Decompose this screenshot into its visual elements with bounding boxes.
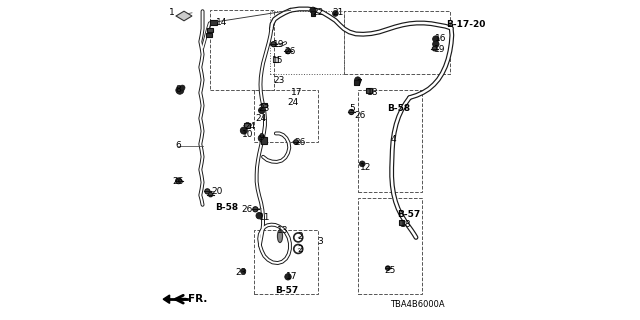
Circle shape <box>333 11 339 16</box>
Text: 12: 12 <box>360 163 372 172</box>
Text: 2: 2 <box>297 232 303 241</box>
Text: TBA4B6000A: TBA4B6000A <box>390 300 445 309</box>
Circle shape <box>271 42 276 47</box>
Text: 18: 18 <box>367 88 379 97</box>
Bar <box>210 20 218 25</box>
Text: B-58: B-58 <box>215 203 238 212</box>
Text: 24: 24 <box>255 114 267 123</box>
Text: FR.: FR. <box>188 294 207 304</box>
Text: B-17-20: B-17-20 <box>447 20 486 29</box>
Text: 23: 23 <box>259 104 270 113</box>
Circle shape <box>385 266 390 270</box>
Circle shape <box>285 49 291 54</box>
Text: 17: 17 <box>291 88 302 97</box>
Circle shape <box>433 46 437 51</box>
Text: 21: 21 <box>333 8 344 17</box>
Text: 24: 24 <box>287 98 299 107</box>
Text: 8: 8 <box>175 85 181 94</box>
Text: 26: 26 <box>285 47 296 56</box>
Circle shape <box>208 192 212 197</box>
Circle shape <box>349 109 354 115</box>
Text: 24: 24 <box>245 122 256 131</box>
Text: B-57: B-57 <box>275 286 298 295</box>
Circle shape <box>433 41 439 47</box>
Text: 22: 22 <box>312 8 324 17</box>
Bar <box>206 33 211 37</box>
Circle shape <box>180 85 185 90</box>
Text: 26: 26 <box>294 138 306 147</box>
Bar <box>273 57 278 62</box>
Text: 25: 25 <box>384 266 396 275</box>
Text: 26: 26 <box>172 177 184 186</box>
Text: 20: 20 <box>212 188 223 196</box>
Circle shape <box>433 36 439 42</box>
Text: 16: 16 <box>435 34 446 43</box>
Circle shape <box>241 127 248 134</box>
Circle shape <box>355 77 361 83</box>
Text: 26: 26 <box>242 205 253 214</box>
Text: 23: 23 <box>236 268 246 277</box>
Text: 5: 5 <box>349 104 355 113</box>
Text: B-58: B-58 <box>387 104 410 113</box>
Polygon shape <box>176 11 192 21</box>
Bar <box>244 123 250 128</box>
Text: 9: 9 <box>259 133 264 142</box>
Text: 4: 4 <box>390 135 396 144</box>
Circle shape <box>176 86 184 94</box>
Text: 14: 14 <box>216 18 227 27</box>
Text: 19: 19 <box>273 40 284 49</box>
Text: 7: 7 <box>356 79 362 88</box>
Circle shape <box>241 269 246 274</box>
Bar <box>262 137 267 144</box>
Circle shape <box>294 140 298 145</box>
Bar <box>210 10 274 90</box>
Circle shape <box>258 135 266 142</box>
Bar <box>366 88 371 92</box>
Circle shape <box>256 212 262 219</box>
Circle shape <box>259 107 265 114</box>
Text: 18: 18 <box>400 220 412 229</box>
Circle shape <box>285 274 291 280</box>
Text: 17: 17 <box>287 272 298 281</box>
Bar <box>254 230 319 294</box>
Bar <box>344 11 450 74</box>
Text: 26: 26 <box>354 111 365 120</box>
Bar <box>358 198 422 294</box>
Text: 19: 19 <box>434 45 445 54</box>
Bar <box>254 90 319 142</box>
Bar <box>261 103 267 107</box>
Bar <box>355 80 360 85</box>
Text: 13: 13 <box>277 226 288 235</box>
Text: 15: 15 <box>272 56 284 65</box>
Text: 1: 1 <box>169 8 175 17</box>
Bar <box>358 90 422 192</box>
Text: B-57: B-57 <box>397 210 420 219</box>
Text: 3: 3 <box>317 237 323 246</box>
Circle shape <box>205 189 210 194</box>
Text: 10: 10 <box>242 130 253 139</box>
Text: 2: 2 <box>297 245 303 254</box>
Circle shape <box>360 161 365 167</box>
Polygon shape <box>163 295 170 303</box>
Circle shape <box>310 7 316 13</box>
Circle shape <box>175 178 182 184</box>
Bar <box>311 11 316 16</box>
Text: 6: 6 <box>175 141 181 150</box>
Bar <box>399 220 404 225</box>
Text: 11: 11 <box>259 213 271 222</box>
Bar <box>207 28 213 32</box>
Ellipse shape <box>278 230 283 243</box>
Circle shape <box>253 207 258 212</box>
Text: 23: 23 <box>274 76 285 85</box>
Bar <box>270 11 344 74</box>
